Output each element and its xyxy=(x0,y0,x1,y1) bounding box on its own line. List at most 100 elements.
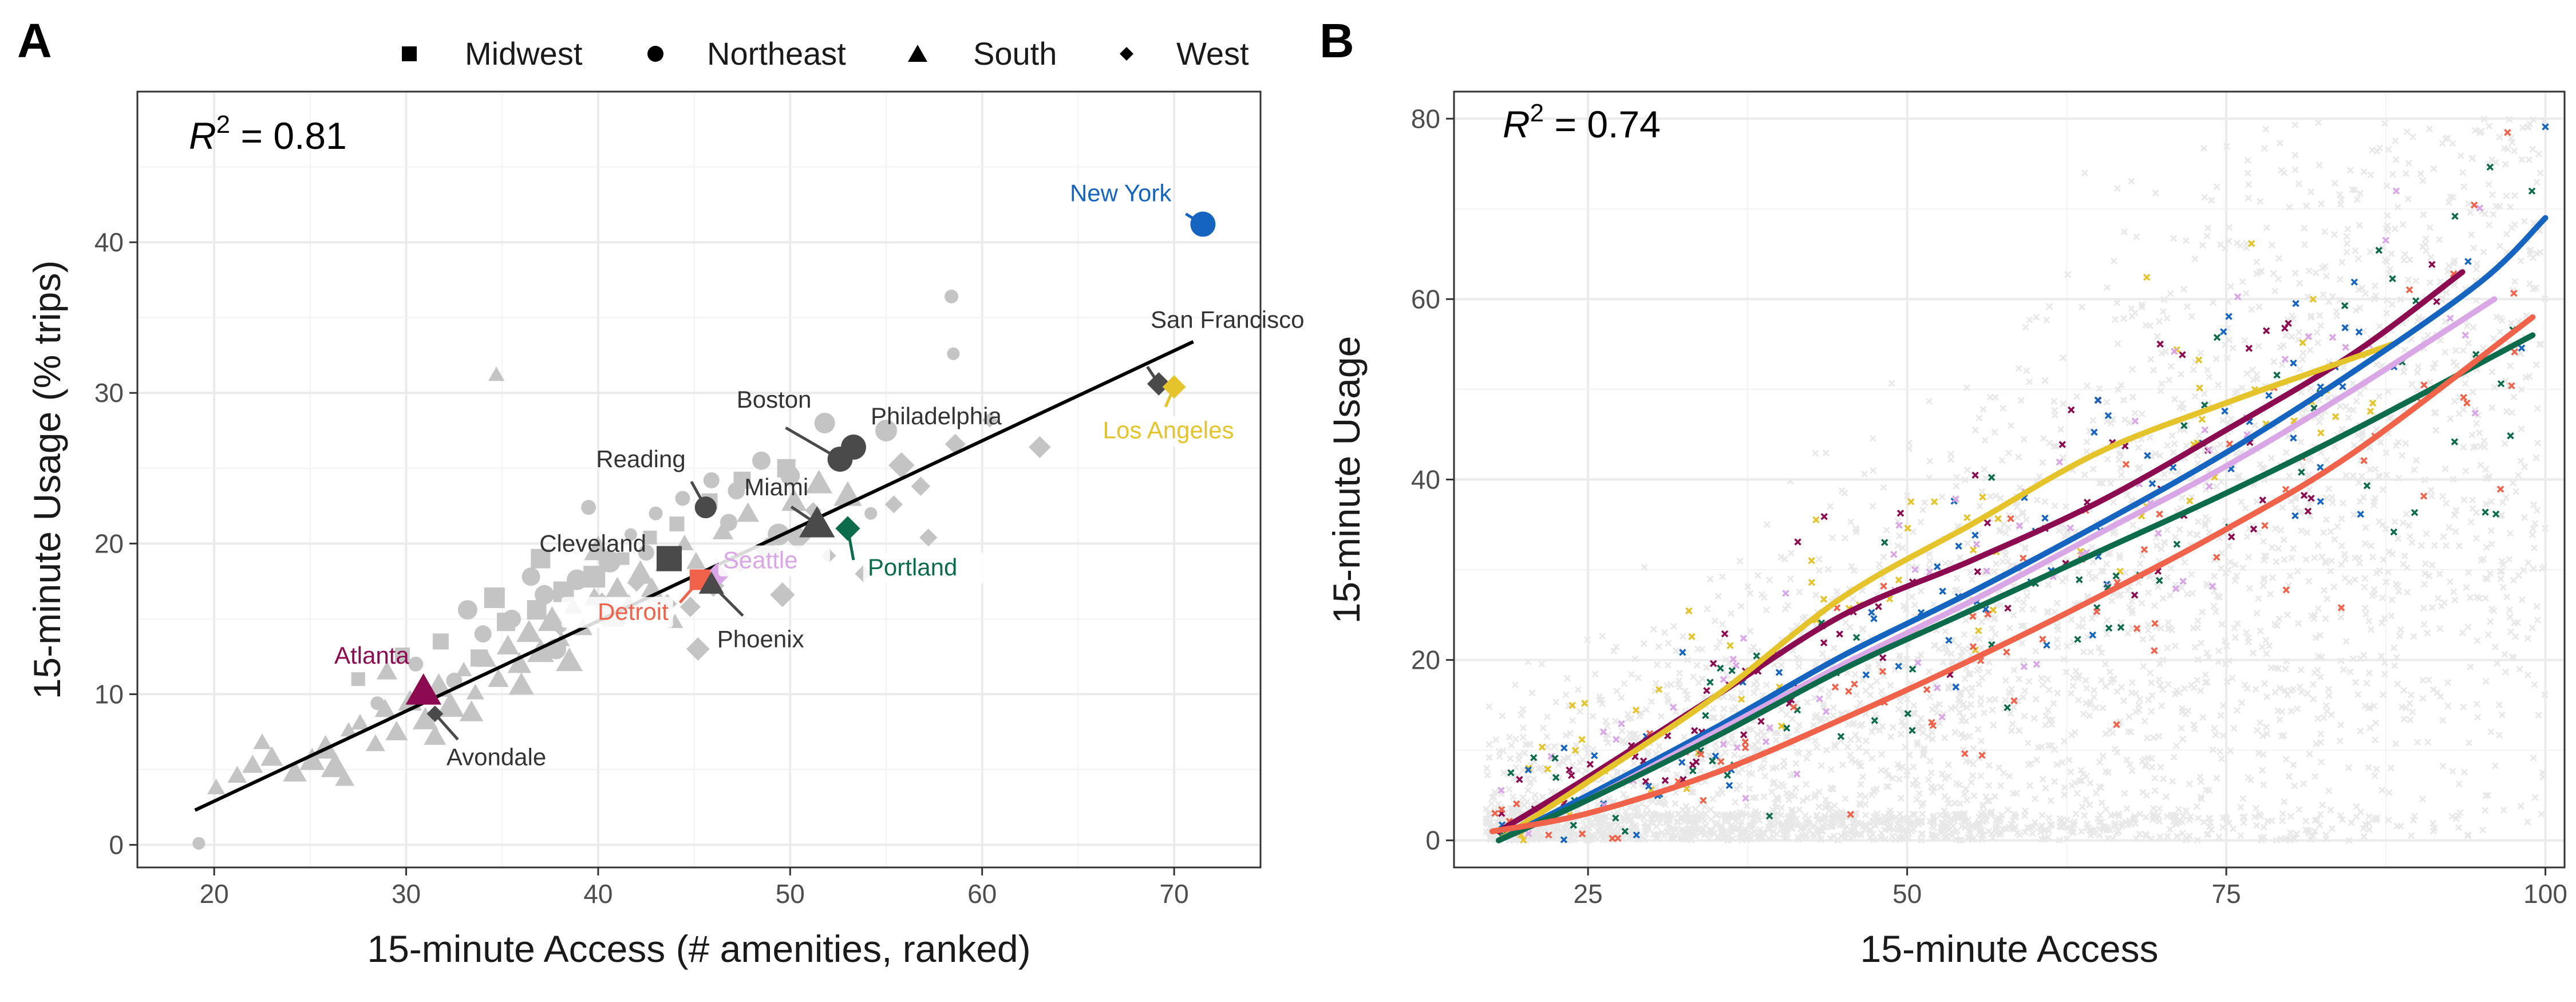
x-tick-label: 60 xyxy=(967,879,997,909)
background-city-point xyxy=(527,638,554,662)
city-label: Atlanta xyxy=(334,642,409,669)
x-tick-label: 25 xyxy=(1574,879,1603,909)
background-city-point xyxy=(455,662,472,677)
background-city-point xyxy=(556,648,583,672)
background-city-point xyxy=(864,507,878,520)
background-city-point xyxy=(552,620,568,636)
background-city-point xyxy=(712,521,734,539)
panel-a-legend: Midwest Northeast South West xyxy=(402,35,1249,72)
background-city-point xyxy=(624,528,637,541)
city-marker-atlanta xyxy=(405,673,441,705)
legend-triangle-icon xyxy=(908,45,927,62)
background-city-point xyxy=(340,722,357,737)
background-city-point xyxy=(299,748,325,770)
panel-a-city-markers xyxy=(405,211,1216,723)
background-city-point xyxy=(376,661,398,680)
background-city-point xyxy=(947,347,960,360)
city-marker-new-york xyxy=(1190,211,1216,237)
x-tick-label: 20 xyxy=(200,879,229,909)
background-city-point xyxy=(643,530,657,545)
legend-item-midwest: Midwest xyxy=(402,35,583,72)
panel-a-frame xyxy=(136,90,1262,869)
background-city-point xyxy=(737,502,760,522)
legend-label-northeast: Northeast xyxy=(707,35,846,72)
background-city-point xyxy=(814,412,835,433)
background-city-point xyxy=(752,451,771,470)
background-city-point xyxy=(394,648,410,663)
x-tick-label: 50 xyxy=(776,879,805,909)
city-label: Detroit xyxy=(598,598,669,625)
background-city-point xyxy=(484,587,505,609)
background-city-point xyxy=(457,600,477,620)
panel-b-city-curves xyxy=(1489,215,2549,843)
legend-label-south: South xyxy=(973,35,1057,72)
city-label: Los Angeles xyxy=(1103,417,1234,444)
background-city-point xyxy=(321,752,350,778)
background-city-point xyxy=(982,412,998,428)
background-city-point xyxy=(488,668,509,687)
panel-b-r2: R2 = 0.74 xyxy=(1503,99,1661,145)
background-city-point xyxy=(192,837,206,850)
panel-letter-b: B xyxy=(1319,14,1354,68)
city-points-portland xyxy=(1498,163,2536,841)
background-city-point xyxy=(733,471,751,489)
background-city-point xyxy=(424,725,447,745)
background-city-point xyxy=(242,754,263,773)
city-label-background xyxy=(1084,415,1253,447)
city-label: Philadelphia xyxy=(871,403,1002,429)
background-city-point xyxy=(374,699,396,717)
city-marker-portland xyxy=(835,516,860,541)
city-label: Portland xyxy=(868,554,957,581)
y-tick-label: 60 xyxy=(1411,284,1440,314)
y-tick-label: 20 xyxy=(1411,645,1440,675)
city-marker-avondale xyxy=(426,705,444,723)
background-city-point xyxy=(432,633,449,650)
legend-circle-icon xyxy=(647,46,663,62)
background-city-point xyxy=(919,528,938,547)
background-city-point xyxy=(805,470,833,494)
background-city-point xyxy=(260,746,283,766)
panel-a: New York San Francisco Los Angeles Boston Ph… xyxy=(26,90,1304,970)
trend-curve-los-angeles xyxy=(1496,341,2395,843)
background-city-point xyxy=(466,684,484,700)
panel-a-x-axis-title: 15-minute Access (# amenities, ranked) xyxy=(367,928,1030,970)
panel-b-ticks: 25 50 75 100 0 20 40 60 80 xyxy=(1411,104,2567,909)
background-city-point xyxy=(470,649,488,667)
background-city-point xyxy=(446,672,463,689)
y-tick-label: 40 xyxy=(1411,465,1440,495)
y-tick-label: 40 xyxy=(94,227,124,257)
background-city-point xyxy=(581,500,596,515)
background-city-point xyxy=(945,289,959,303)
background-city-point xyxy=(207,778,226,795)
background-city-point xyxy=(686,637,710,661)
background-city-point xyxy=(527,600,547,620)
background-city-point xyxy=(283,760,307,782)
y-tick-label: 10 xyxy=(94,679,124,709)
city-marker-reading xyxy=(694,496,717,519)
city-label: Seattle xyxy=(723,547,798,574)
panel-a-background xyxy=(137,92,1261,867)
city-marker-miami xyxy=(799,506,835,538)
trend-curve-portland xyxy=(1496,332,2536,843)
city-marker-phoenix xyxy=(698,571,724,594)
background-city-point xyxy=(627,574,646,592)
background-city-point xyxy=(370,696,385,711)
background-city-point xyxy=(1029,436,1051,459)
panel-b-y-axis-title: 15-minute Usage xyxy=(1325,336,1368,624)
background-city-point xyxy=(649,506,663,520)
x-tick-label: 100 xyxy=(2523,879,2567,909)
legend-square-icon xyxy=(402,46,417,61)
background-city-point xyxy=(888,452,915,479)
legend-item-northeast: Northeast xyxy=(647,35,846,72)
background-city-point xyxy=(351,713,369,730)
city-marker-philadelphia xyxy=(840,434,866,460)
background-city-point xyxy=(531,549,551,569)
city-points-detroit xyxy=(1491,129,2518,842)
background-city-point xyxy=(703,472,720,488)
background-city-point xyxy=(781,488,807,511)
city-label: Miami xyxy=(744,474,808,500)
background-city-point xyxy=(583,566,606,588)
city-label-background xyxy=(561,597,673,628)
y-tick-label: 80 xyxy=(1411,104,1440,133)
panel-b: 25 50 75 100 0 20 40 60 80 R2 = 0.74 15-minute A… xyxy=(1325,90,2567,970)
